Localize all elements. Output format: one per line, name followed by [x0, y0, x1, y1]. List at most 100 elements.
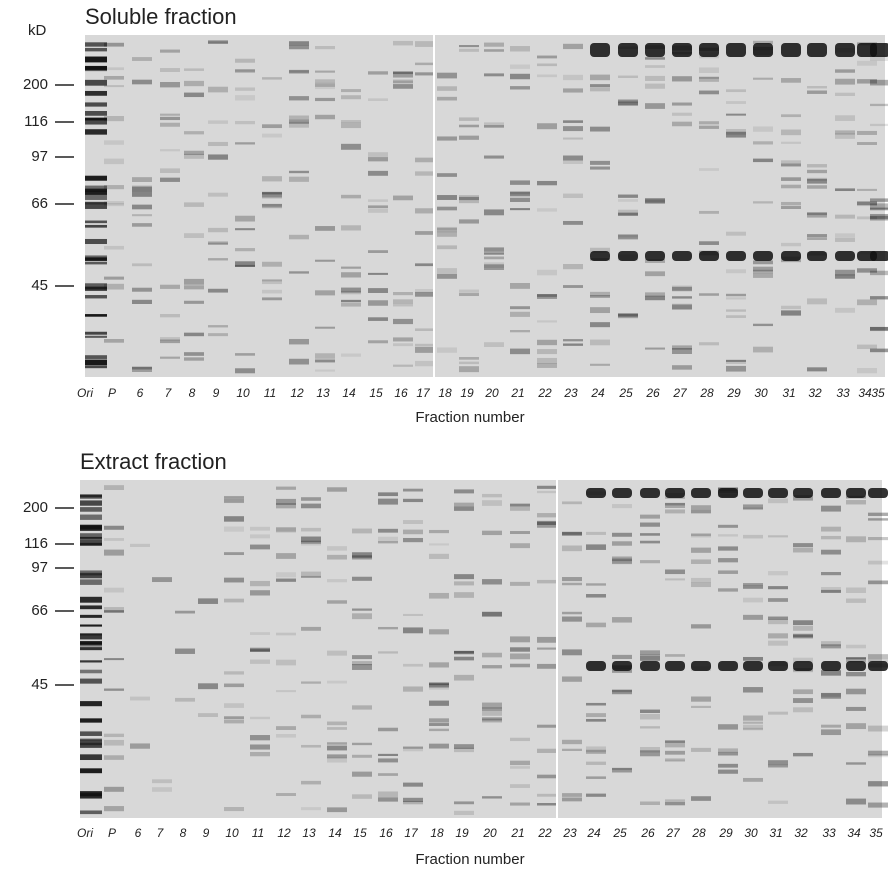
band [781, 78, 801, 83]
band [175, 697, 195, 702]
band [590, 87, 610, 92]
band [85, 203, 107, 209]
band [132, 177, 152, 182]
band [870, 207, 888, 211]
band [691, 559, 711, 564]
band [726, 128, 746, 135]
band [301, 744, 321, 748]
band [768, 571, 788, 576]
band [612, 689, 632, 695]
band [429, 718, 449, 723]
lane-label: 11 [252, 826, 264, 840]
band [672, 43, 692, 57]
band [403, 746, 423, 749]
band [160, 337, 180, 341]
band [699, 210, 719, 214]
band [224, 683, 244, 688]
band [235, 248, 255, 252]
band [235, 58, 255, 63]
band [429, 723, 449, 726]
band [80, 624, 102, 627]
band [793, 698, 813, 703]
lane-label: 9 [203, 826, 210, 840]
band [459, 219, 479, 224]
band [781, 141, 801, 144]
band [781, 242, 801, 247]
lane-label: Ori [77, 826, 93, 840]
band [537, 663, 557, 669]
lane-label: 23 [562, 826, 577, 840]
band [301, 503, 321, 509]
band [753, 266, 773, 272]
band [429, 682, 449, 686]
band [403, 627, 423, 634]
band [665, 488, 685, 498]
band [807, 178, 827, 184]
band [262, 193, 282, 199]
band [753, 77, 773, 80]
band [80, 669, 102, 674]
band [85, 238, 107, 245]
band [104, 786, 124, 792]
band [315, 290, 335, 296]
x-axis-label: Fraction number [415, 851, 524, 868]
band [415, 288, 435, 293]
band [208, 120, 228, 124]
band [753, 141, 773, 145]
band [743, 488, 763, 498]
band [510, 506, 530, 511]
band [510, 581, 530, 586]
band [484, 155, 504, 159]
band [484, 155, 504, 159]
band [537, 579, 557, 584]
band [753, 273, 773, 278]
band [870, 213, 888, 219]
band [537, 349, 557, 355]
band [726, 89, 746, 93]
band [870, 251, 888, 261]
band [868, 725, 888, 732]
marker-label: 66 [31, 195, 48, 212]
band [807, 251, 827, 261]
band [482, 707, 502, 712]
band [846, 657, 866, 660]
band [510, 636, 530, 643]
band [484, 256, 504, 260]
band [132, 287, 152, 292]
band [341, 122, 361, 129]
band [665, 654, 685, 657]
band [393, 71, 413, 78]
band [821, 670, 841, 676]
band [699, 90, 719, 95]
band [537, 748, 557, 753]
band [437, 72, 457, 79]
band [835, 130, 855, 135]
band [262, 280, 282, 285]
band [768, 535, 788, 538]
band [208, 333, 228, 337]
band [510, 73, 530, 80]
band [718, 570, 738, 574]
band [868, 512, 888, 516]
band [208, 258, 228, 261]
band [793, 634, 813, 638]
band [537, 74, 557, 78]
band [537, 774, 557, 779]
lane-label: 27 [665, 826, 681, 840]
band [80, 701, 102, 707]
band [699, 76, 719, 79]
band [454, 574, 474, 580]
band [807, 212, 827, 218]
lane-label: 15 [369, 386, 383, 400]
band [80, 542, 102, 546]
band [289, 41, 309, 46]
band [289, 69, 309, 73]
band [132, 366, 152, 372]
band [868, 580, 888, 585]
band [482, 702, 502, 709]
lane-label: 23 [563, 386, 578, 400]
band [563, 43, 583, 50]
band [846, 671, 866, 677]
band [612, 661, 632, 671]
band [276, 733, 296, 738]
